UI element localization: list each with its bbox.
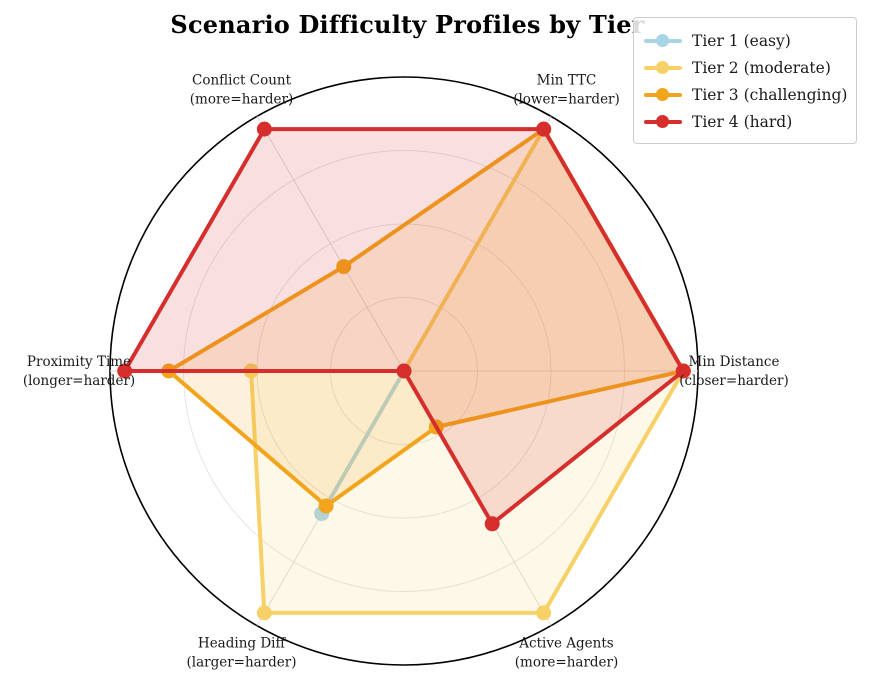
- legend-item-tier-2: Tier 2 (moderate): [644, 54, 844, 81]
- legend-dot: [656, 115, 669, 128]
- legend-line-dot-icon: [644, 88, 682, 102]
- axis-label-heading-diff: Heading Diff (larger=harder): [186, 635, 296, 670]
- axis-label-proximity-time: Proximity Time (longer=harder): [23, 354, 135, 389]
- data-point-tier-4-conflict-count: [256, 121, 272, 137]
- legend: Tier 1 (easy) Tier 2 (moderate) Tier 3 (ch…: [633, 17, 857, 144]
- legend-label: Tier 2 (moderate): [692, 58, 831, 77]
- legend-label: Tier 1 (easy): [692, 31, 791, 50]
- data-point-tier-4-min-ttc: [536, 121, 552, 137]
- data-point-tier-3-conflict-count: [336, 259, 352, 275]
- data-point-tier-2-active-agents: [536, 605, 552, 621]
- data-point-tier-4-min-distance: [675, 363, 691, 379]
- axis-label-min-ttc: Min TTC (lower=harder): [513, 73, 620, 108]
- data-point-tier-4-proximity-time: [117, 363, 133, 379]
- axis-label-active-agents: Active Agents (more=harder): [515, 635, 619, 670]
- axis-label-min-distance: Min Distance (closer=harder): [679, 354, 789, 389]
- legend-item-tier-3: Tier 3 (challenging): [644, 81, 848, 108]
- legend-dot: [656, 34, 669, 47]
- chart-title: Scenario Difficulty Profiles by Tier: [170, 10, 645, 39]
- axis-spoke-conflict-count: [256, 116, 405, 372]
- axis-label-conflict-count: Conflict Count (more=harder): [190, 73, 294, 108]
- legend-dot: [656, 61, 669, 74]
- data-point-tier-4-active-agents: [484, 516, 500, 532]
- legend-line-dot-icon: [644, 61, 682, 75]
- legend-label: Tier 4 (hard): [692, 112, 793, 131]
- data-point-tier-4-heading-diff: [396, 363, 412, 379]
- legend-line-dot-icon: [644, 34, 682, 48]
- legend-dot: [656, 88, 669, 101]
- legend-item-tier-1: Tier 1 (easy): [644, 27, 844, 54]
- data-point-tier-3-heading-diff: [318, 498, 334, 514]
- legend-line-dot-icon: [644, 115, 682, 129]
- legend-label: Tier 3 (challenging): [692, 85, 848, 104]
- legend-item-tier-4: Tier 4 (hard): [644, 108, 844, 135]
- data-point-tier-2-heading-diff: [256, 605, 272, 621]
